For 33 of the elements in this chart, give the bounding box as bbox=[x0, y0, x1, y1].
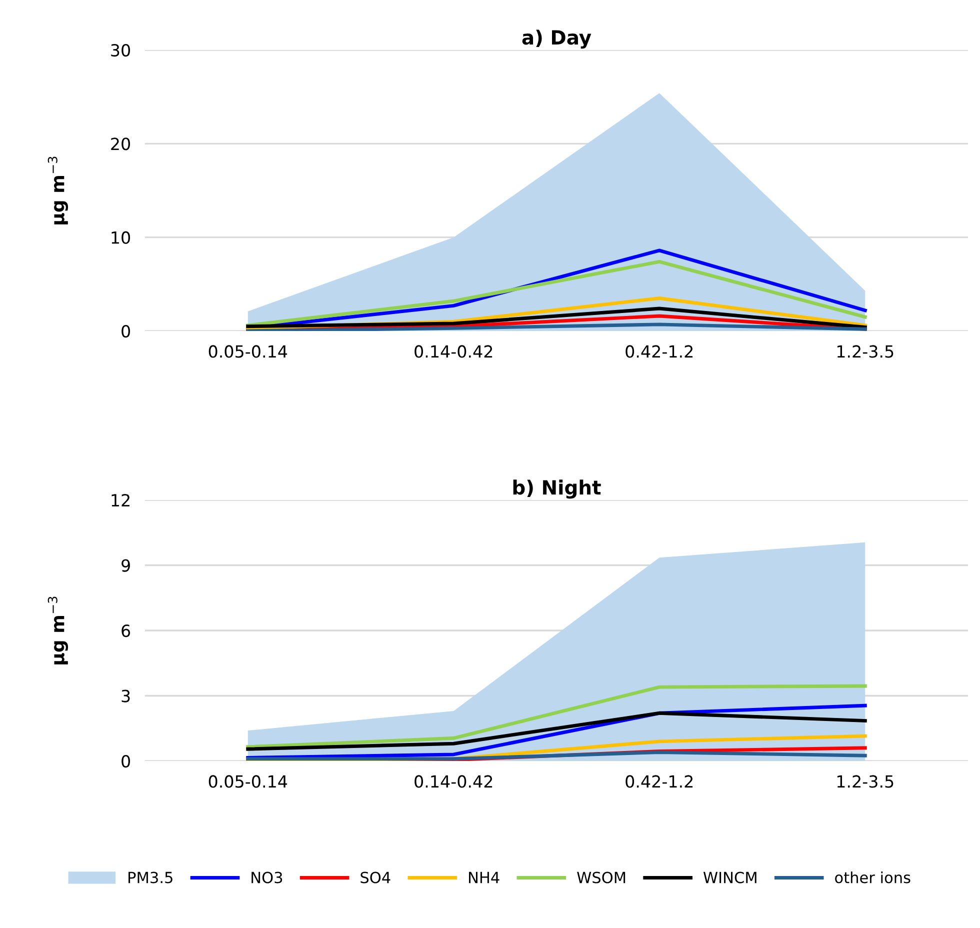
y-tick-label: 3 bbox=[122, 690, 130, 702]
legend-label: WINCM bbox=[703, 872, 756, 884]
line-series bbox=[246, 306, 867, 329]
legend-label: WSOM bbox=[577, 872, 626, 884]
legend-label: PM3.5 bbox=[128, 872, 172, 884]
x-tick-label: 0.42-1.2 bbox=[626, 345, 693, 358]
x-tick-label: 0.05-0.14 bbox=[208, 775, 288, 788]
x-tick-label: 0.05-0.14 bbox=[208, 345, 288, 358]
chart-title: a) Day bbox=[522, 30, 592, 49]
legend-label: NO3 bbox=[252, 872, 282, 884]
line-series bbox=[246, 684, 867, 749]
legend-label: NH4 bbox=[469, 872, 500, 884]
legend-label: other ions bbox=[835, 871, 910, 884]
y-tick-label: 9 bbox=[122, 559, 130, 572]
y-tick-label: 12 bbox=[112, 494, 130, 506]
y-axis-title: μg m$^{−3}$ bbox=[48, 596, 68, 664]
y-tick-label: 6 bbox=[122, 624, 130, 638]
line-series bbox=[246, 711, 867, 751]
x-tick-label: 1.2-3.5 bbox=[837, 345, 894, 358]
x-tick-label: 0.14-0.42 bbox=[414, 775, 492, 788]
y-tick-label: 0 bbox=[122, 324, 130, 338]
legend-label: SO4 bbox=[360, 872, 390, 884]
line-series bbox=[246, 260, 867, 328]
chart-title: b) Night bbox=[513, 480, 601, 499]
y-tick-label: 20 bbox=[111, 138, 130, 150]
x-tick-label: 0.42-1.2 bbox=[626, 775, 693, 788]
x-tick-label: 1.2-3.5 bbox=[837, 775, 894, 788]
y-tick-label: 10 bbox=[112, 231, 130, 244]
line-series bbox=[246, 322, 867, 331]
y-tick-label: 30 bbox=[111, 44, 130, 57]
y-axis-title: μg m$^{−3}$ bbox=[48, 156, 68, 224]
y-tick-label: 0 bbox=[122, 754, 130, 768]
x-tick-label: 0.14-0.42 bbox=[414, 345, 492, 358]
